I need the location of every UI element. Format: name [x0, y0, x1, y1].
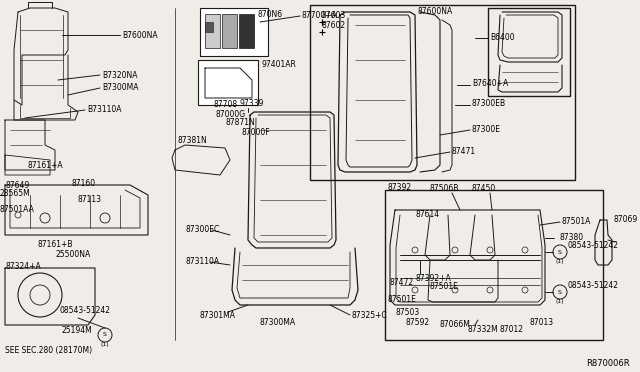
Text: (1): (1)	[556, 299, 564, 304]
Text: B7320NA: B7320NA	[102, 71, 138, 80]
Text: 87471: 87471	[452, 147, 476, 155]
Bar	[488, 8, 570, 96]
Text: (1): (1)	[556, 259, 564, 264]
Text: 87501E: 87501E	[388, 295, 417, 304]
Bar	[385, 190, 603, 340]
Text: 873110A: 873110A	[185, 257, 219, 266]
Bar	[310, 5, 575, 180]
Text: B7640+A: B7640+A	[472, 80, 508, 89]
Text: 87113: 87113	[78, 196, 102, 205]
Text: 87160: 87160	[72, 179, 96, 187]
Bar	[239, 14, 254, 48]
Text: 87392+A: 87392+A	[415, 274, 451, 283]
Text: 87592: 87592	[405, 318, 429, 327]
Text: 87324+A: 87324+A	[5, 262, 41, 271]
Text: 87503: 87503	[395, 308, 419, 317]
Text: 97401AR: 97401AR	[262, 60, 297, 69]
Text: 87392: 87392	[388, 183, 412, 192]
Text: 87380: 87380	[560, 234, 584, 243]
Text: 08543-51242: 08543-51242	[568, 280, 619, 289]
Text: B7600NA: B7600NA	[122, 31, 157, 39]
Text: 87614: 87614	[415, 210, 439, 219]
Text: 28565M: 28565M	[0, 189, 31, 199]
Text: 87708: 87708	[213, 100, 237, 109]
Text: 25194M: 25194M	[62, 326, 93, 335]
Text: 87602: 87602	[322, 21, 346, 30]
Bar	[200, 8, 268, 56]
Text: 87012: 87012	[500, 325, 524, 334]
Text: 87600NA: 87600NA	[418, 7, 453, 16]
Bar	[205, 14, 220, 48]
Text: 87506B: 87506B	[430, 184, 460, 193]
Text: 87871N: 87871N	[225, 118, 255, 127]
Text: 87603: 87603	[322, 11, 346, 20]
Text: B7300MA: B7300MA	[102, 83, 138, 93]
Text: 87450: 87450	[472, 184, 496, 193]
Bar	[198, 60, 258, 105]
Text: 08543-51242: 08543-51242	[568, 241, 619, 250]
Text: 97339: 97339	[240, 99, 264, 108]
Text: S: S	[558, 250, 562, 254]
Bar	[205, 22, 213, 32]
Text: 87000G: 87000G	[215, 110, 245, 119]
Text: R870006R: R870006R	[586, 359, 630, 368]
Text: 87501E: 87501E	[430, 282, 459, 291]
Text: 87300MA: 87300MA	[260, 318, 296, 327]
Text: 87161+B: 87161+B	[38, 240, 74, 249]
Text: SEE SEC.280 (28170M): SEE SEC.280 (28170M)	[5, 346, 92, 355]
Text: 87000F: 87000F	[242, 128, 271, 137]
Text: B6400: B6400	[490, 32, 515, 42]
Text: 87501AA: 87501AA	[0, 205, 35, 215]
Text: 870N6: 870N6	[258, 10, 283, 19]
Text: 25500NA: 25500NA	[55, 250, 90, 259]
Text: 87332M: 87332M	[468, 325, 499, 334]
Text: S: S	[103, 333, 107, 337]
Text: 87300E: 87300E	[472, 125, 501, 134]
Text: 87472: 87472	[390, 278, 414, 287]
Text: 87069: 87069	[614, 215, 638, 224]
Text: 87013: 87013	[530, 318, 554, 327]
Text: (1): (1)	[100, 342, 109, 347]
Text: 87066M: 87066M	[440, 320, 471, 329]
Text: 87161+A: 87161+A	[28, 161, 63, 170]
Bar	[222, 14, 237, 48]
Text: 87381N: 87381N	[178, 136, 208, 145]
Text: 87501A: 87501A	[562, 217, 591, 225]
Text: B73110A: B73110A	[87, 106, 122, 115]
Text: S: S	[558, 289, 562, 295]
Text: 87325+C: 87325+C	[352, 311, 388, 320]
Text: 08543-51242: 08543-51242	[60, 306, 111, 315]
Text: 87700+A: 87700+A	[302, 10, 338, 19]
Text: 87649: 87649	[5, 180, 29, 189]
Text: 87301MA: 87301MA	[200, 311, 236, 320]
Text: 87300EB: 87300EB	[472, 99, 506, 109]
Text: 87300EC: 87300EC	[185, 224, 220, 234]
